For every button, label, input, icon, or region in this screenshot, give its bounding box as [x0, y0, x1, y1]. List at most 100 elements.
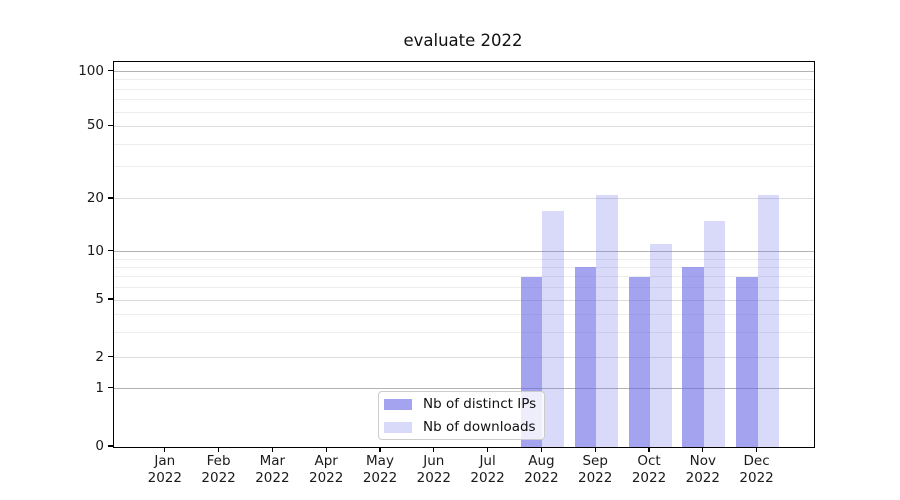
y-tick-label: 2 [95, 348, 104, 365]
x-tick-label: Aug 2022 [509, 453, 573, 487]
y-tick-mark [108, 298, 113, 300]
x-tick-label-month: Jun [423, 453, 445, 469]
y-tick-mark [108, 197, 113, 199]
bar-downloads [703, 220, 726, 447]
legend-swatch-distinct-ips [384, 398, 412, 410]
x-tick-label: Feb 2022 [187, 453, 251, 487]
x-tick-label-year: 2022 [524, 470, 559, 486]
y-gridline [114, 251, 814, 253]
y-tick-label: 100 [78, 62, 104, 79]
bar-distinct-ips [628, 276, 650, 447]
x-tick-mark [271, 447, 274, 452]
x-tick-label-year: 2022 [739, 470, 774, 486]
y-gridline [114, 99, 814, 101]
x-tick-label: Jul 2022 [456, 453, 520, 487]
x-tick-label-month: Feb [206, 453, 231, 469]
y-gridline [114, 79, 814, 81]
x-tick-label: Dec 2022 [725, 453, 789, 487]
x-tick-mark [540, 447, 543, 452]
bar-downloads [757, 195, 780, 447]
y-gridline [114, 266, 814, 268]
x-tick-label-year: 2022 [416, 470, 451, 486]
x-tick-label-year: 2022 [309, 470, 344, 486]
bar-distinct-ips [682, 267, 704, 447]
y-gridline [114, 111, 814, 113]
chart-title: evaluate 2022 [403, 31, 523, 50]
bar-distinct-ips [736, 276, 758, 447]
y-gridline [114, 71, 814, 72]
x-tick-label-month: Apr [314, 453, 338, 469]
x-tick-mark [755, 447, 758, 452]
x-tick-mark [164, 447, 166, 452]
x-tick-label-year: 2022 [578, 470, 613, 486]
x-tick-label-year: 2022 [631, 470, 667, 486]
x-tick-label-year: 2022 [201, 470, 236, 486]
plot-area [113, 61, 815, 448]
x-tick-label: Mar 2022 [240, 453, 304, 487]
x-tick-mark [325, 447, 327, 452]
x-tick-label-month: Sep [582, 453, 608, 469]
x-tick-label: Jan 2022 [133, 453, 197, 487]
y-tick-label: 5 [95, 291, 104, 307]
y-gridline [114, 357, 814, 359]
x-tick-label-month: Mar [259, 453, 286, 469]
x-tick-mark [702, 447, 704, 452]
x-tick-label: Jun 2022 [402, 453, 466, 487]
legend-row: Nb of downloads [384, 419, 544, 436]
x-tick-label-month: May [366, 453, 394, 469]
legend-row: Nb of distinct IPs [384, 396, 544, 413]
y-gridline [114, 299, 814, 301]
x-tick-mark [433, 447, 435, 452]
legend-swatch-downloads [384, 421, 412, 433]
x-tick-mark [594, 447, 596, 452]
y-tick-mark [108, 356, 113, 358]
x-tick-label-year: 2022 [255, 470, 290, 486]
x-tick-mark [486, 447, 489, 452]
y-gridline [114, 198, 814, 200]
y-gridline [114, 125, 814, 127]
x-tick-label: May 2022 [348, 453, 412, 487]
bar-downloads [650, 244, 672, 447]
x-tick-label-year: 2022 [685, 470, 720, 486]
y-tick-label: 50 [86, 117, 104, 134]
y-gridline [114, 313, 814, 315]
y-gridline [114, 166, 814, 168]
y-gridline [114, 88, 814, 90]
y-gridline [114, 258, 814, 260]
y-gridline [114, 143, 814, 145]
y-gridline [114, 286, 814, 288]
x-tick-label-year: 2022 [362, 470, 398, 486]
x-tick-label-month: Jan [154, 453, 176, 469]
x-tick-label-month: Dec [743, 453, 770, 469]
y-tick-label: 0 [95, 438, 104, 454]
x-tick-mark [217, 447, 220, 452]
x-tick-label-month: Nov [689, 453, 716, 469]
y-tick-mark [108, 124, 113, 127]
x-tick-label: Oct 2022 [617, 453, 681, 487]
y-gridline [114, 388, 814, 390]
x-tick-label-year: 2022 [147, 470, 182, 486]
y-gridline [114, 331, 814, 333]
x-tick-label-month: Jul [479, 453, 496, 469]
y-tick-mark [108, 69, 113, 72]
y-tick-label: 10 [86, 242, 104, 259]
y-tick-mark [108, 387, 113, 389]
x-tick-label-month: Aug [528, 453, 555, 469]
y-tick-mark [108, 249, 113, 252]
x-tick-label-year: 2022 [470, 470, 505, 486]
bar-downloads [596, 195, 618, 447]
y-tick-label: 20 [86, 189, 104, 206]
y-gridline [114, 276, 814, 278]
x-tick-label: Apr 2022 [294, 453, 358, 487]
x-tick-label-month: Oct [637, 453, 661, 469]
bar-distinct-ips [574, 267, 597, 447]
legend-label: Nb of distinct IPs [423, 396, 537, 412]
y-tick-mark [108, 445, 113, 447]
x-tick-mark [648, 447, 650, 452]
bar-downloads [542, 211, 564, 447]
legend: Nb of distinct IPs Nb of downloads [378, 391, 545, 440]
x-tick-label: Nov 2022 [671, 453, 735, 487]
x-tick-mark [379, 447, 381, 452]
y-tick-label: 1 [95, 379, 104, 396]
